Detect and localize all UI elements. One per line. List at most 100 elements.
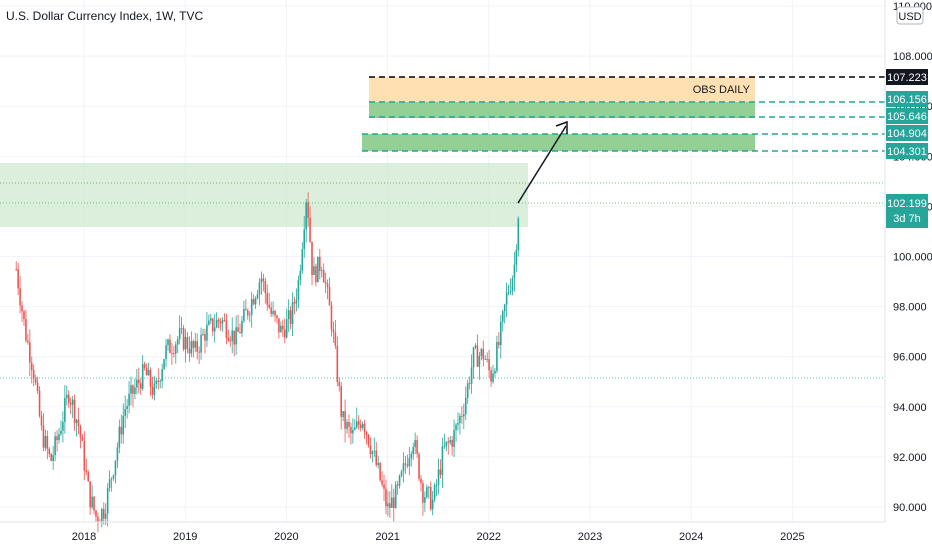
price-label-text: 104.904 xyxy=(887,128,927,140)
candle xyxy=(431,490,434,516)
candle-body xyxy=(155,380,158,385)
candle-body xyxy=(453,430,455,447)
candle-body xyxy=(138,379,140,384)
candle-body xyxy=(237,327,239,332)
candle xyxy=(87,469,90,482)
candle xyxy=(169,334,171,354)
candle xyxy=(441,437,444,489)
candle xyxy=(433,482,436,503)
candle-body xyxy=(215,319,218,328)
price-label-zone2: 105.646 xyxy=(886,108,928,124)
candle-body xyxy=(23,311,25,320)
candle-body xyxy=(196,341,198,352)
price-label-text: 106.156 xyxy=(887,94,927,106)
candle xyxy=(396,480,399,495)
candles-group xyxy=(15,192,520,533)
candle xyxy=(330,300,333,337)
candle-body xyxy=(248,314,251,316)
y-tick-label: 92.000 xyxy=(893,452,927,464)
candle-body xyxy=(62,421,64,431)
candle-body xyxy=(496,341,498,371)
candle-body xyxy=(449,440,451,443)
candle-body xyxy=(406,464,409,467)
candle-body xyxy=(188,348,191,354)
candle xyxy=(295,288,298,312)
y-tick-label: 98.000 xyxy=(893,302,927,314)
candle xyxy=(42,412,45,452)
candle xyxy=(406,454,409,469)
candle xyxy=(418,452,420,482)
candle xyxy=(178,315,181,345)
candle-body xyxy=(348,422,350,427)
candle-body xyxy=(466,383,469,398)
candle-body xyxy=(229,340,232,342)
candle-body xyxy=(346,422,348,429)
candle-body xyxy=(371,451,374,455)
candle xyxy=(443,433,446,449)
candle xyxy=(176,336,179,354)
candle xyxy=(29,329,31,377)
candle xyxy=(498,331,500,349)
candle xyxy=(145,363,148,376)
candle xyxy=(155,378,158,389)
candle-body xyxy=(492,373,494,382)
candle xyxy=(427,485,430,499)
candle-body xyxy=(387,503,389,507)
candle-body xyxy=(383,484,385,489)
candle xyxy=(106,483,109,527)
candle xyxy=(416,435,418,458)
candle-body xyxy=(46,436,49,449)
candle xyxy=(398,474,401,489)
candle xyxy=(435,479,438,497)
candle-body xyxy=(89,481,91,508)
candle xyxy=(241,315,243,338)
candle-body xyxy=(402,463,405,472)
candle xyxy=(517,216,520,257)
candle-body xyxy=(367,434,370,446)
candle xyxy=(486,352,488,363)
candle-body xyxy=(252,299,255,305)
candle xyxy=(153,375,156,401)
currency-button[interactable]: USD xyxy=(896,6,924,25)
candle xyxy=(317,256,319,283)
currency-button-label: USD xyxy=(898,11,921,23)
candle-body xyxy=(58,434,60,441)
candle-body xyxy=(206,324,208,341)
candle-body xyxy=(141,364,144,389)
candle xyxy=(391,484,393,508)
time-axis[interactable]: 2018 2019 2020 2021 2022 2023 2024 2025 xyxy=(72,531,805,543)
candle-body xyxy=(235,327,237,345)
candle-body xyxy=(132,385,134,394)
candle-body xyxy=(426,487,428,498)
x-tick-label: 2018 xyxy=(72,531,96,543)
candle xyxy=(375,441,378,468)
candle-body xyxy=(377,462,379,466)
candle-body xyxy=(54,436,56,456)
candle-body xyxy=(157,380,160,382)
candle xyxy=(439,459,442,479)
candle-body xyxy=(30,362,33,371)
candle-body xyxy=(468,383,471,385)
candle-body xyxy=(354,427,356,430)
candle-body xyxy=(219,321,222,324)
candle-body xyxy=(350,426,352,434)
candle-body xyxy=(359,424,362,428)
candle-body xyxy=(95,510,97,517)
candle xyxy=(377,455,379,469)
candle-body xyxy=(505,292,508,305)
candle-body xyxy=(410,454,413,459)
candle-body xyxy=(416,440,418,454)
candle-body xyxy=(250,299,253,315)
candle xyxy=(248,311,251,323)
candle xyxy=(350,422,352,445)
candle-body xyxy=(178,328,181,340)
candle xyxy=(56,430,58,452)
candle-body xyxy=(192,341,195,348)
candle xyxy=(245,299,247,311)
candle-body xyxy=(464,397,467,415)
x-tick-label: 2020 xyxy=(274,531,298,543)
candle xyxy=(46,430,49,460)
candle-body xyxy=(21,305,23,312)
